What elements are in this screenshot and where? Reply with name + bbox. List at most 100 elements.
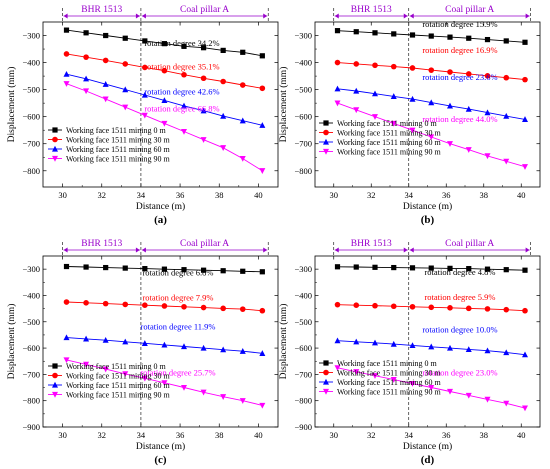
data-point xyxy=(484,266,491,272)
data-point xyxy=(181,102,187,109)
data-point xyxy=(484,109,491,116)
data-point xyxy=(200,304,207,311)
data-point xyxy=(63,357,70,364)
legend-label: Working face 1511 mining 90 m xyxy=(337,148,441,157)
data-point xyxy=(220,47,226,54)
data-point xyxy=(63,81,70,87)
data-point xyxy=(142,64,148,71)
data-point xyxy=(83,88,90,95)
series xyxy=(334,100,528,170)
x-tick-label: 38 xyxy=(480,190,489,200)
data-point xyxy=(409,303,416,310)
zone-label: Coal pillar A xyxy=(180,239,229,249)
data-point xyxy=(122,61,129,67)
zone-label: Coal pillar A xyxy=(445,5,494,15)
x-tick-label: 40 xyxy=(517,190,526,200)
data-point xyxy=(522,76,528,83)
zone-label-bg xyxy=(169,238,240,247)
x-tick-label: 36 xyxy=(442,190,451,200)
x-tick-label: 32 xyxy=(367,430,376,440)
data-point xyxy=(484,347,491,354)
data-point xyxy=(465,305,472,312)
data-point xyxy=(353,369,360,375)
data-point xyxy=(428,67,435,73)
data-point xyxy=(503,267,509,273)
zone-label: BHR 1513 xyxy=(81,239,122,249)
x-tick-label: 40 xyxy=(254,190,263,200)
y-tick-label: −800 xyxy=(294,166,312,176)
legend-marker xyxy=(52,381,58,388)
data-point xyxy=(334,264,341,270)
x-tick-label: 34 xyxy=(405,430,414,440)
data-point xyxy=(522,267,528,273)
data-point xyxy=(353,264,359,270)
data-point xyxy=(447,141,453,147)
zone-label: BHR 1513 xyxy=(351,5,392,15)
data-point xyxy=(428,134,435,141)
data-point xyxy=(161,41,168,47)
legend-label: Working face 1511 mining 60 m xyxy=(337,138,441,147)
legend-label: Working face 1511 mining 60 m xyxy=(337,378,441,387)
data-point xyxy=(259,85,266,92)
series xyxy=(334,28,528,45)
data-point xyxy=(200,107,207,114)
rotation-annotation: rotation degree 7.9% xyxy=(142,293,213,303)
rotation-annotation: rotation degree 23.6% xyxy=(422,72,497,82)
series xyxy=(63,71,266,128)
data-point xyxy=(334,59,341,66)
zone-arrowhead xyxy=(334,247,339,253)
series xyxy=(334,85,528,122)
data-point xyxy=(63,299,70,305)
data-point xyxy=(102,57,109,64)
series xyxy=(334,301,528,314)
data-point xyxy=(447,305,453,311)
data-point xyxy=(259,53,265,59)
data-point xyxy=(484,306,491,312)
legend-label: Working face 1511 mining 30 m xyxy=(337,129,441,138)
y-tick-label: −900 xyxy=(294,422,312,432)
data-point xyxy=(102,336,109,343)
legend-label: Working face 1511 mining 60 m xyxy=(66,145,170,154)
zone-label-bg xyxy=(169,4,240,13)
zone-label-bg xyxy=(348,238,394,247)
zone-arrowhead xyxy=(409,247,414,253)
zone-arrowhead xyxy=(141,13,146,19)
x-axis-label: Distance (m) xyxy=(136,201,185,212)
legend-label: Working face 1511 mining 30 m xyxy=(66,372,170,381)
data-point xyxy=(122,338,129,345)
data-point xyxy=(259,122,266,128)
data-point xyxy=(259,269,265,275)
x-tick-label: 36 xyxy=(176,190,185,200)
y-tick-label: −500 xyxy=(294,317,312,327)
zone-arrowhead xyxy=(403,247,408,253)
legend-marker xyxy=(52,136,58,143)
data-point xyxy=(220,346,227,353)
legend-marker xyxy=(323,148,329,155)
data-point xyxy=(466,35,472,41)
y-tick-label: −600 xyxy=(22,343,40,353)
data-point xyxy=(409,32,416,38)
y-tick-label: −400 xyxy=(294,58,312,68)
x-tick-label: 34 xyxy=(137,190,146,200)
data-point xyxy=(428,384,435,391)
data-point xyxy=(63,51,70,57)
y-tick-label: −900 xyxy=(22,422,40,432)
data-point xyxy=(522,116,528,122)
y-tick-label: −500 xyxy=(22,317,40,327)
rotation-annotation: rotation degree 23.0% xyxy=(422,368,497,378)
data-point xyxy=(353,338,360,345)
y-tick-label: −300 xyxy=(22,264,40,274)
y-tick-label: −700 xyxy=(22,369,40,379)
data-point xyxy=(63,334,70,341)
legend-marker xyxy=(323,138,329,145)
data-point xyxy=(161,303,168,309)
data-point xyxy=(372,62,378,69)
y-tick-label: −700 xyxy=(294,369,312,379)
x-tick-label: 32 xyxy=(98,190,107,200)
legend-label: Working face 1511 mining 60 m xyxy=(66,381,170,390)
data-point xyxy=(220,268,226,274)
data-point xyxy=(391,31,397,37)
data-point xyxy=(142,38,148,44)
data-point xyxy=(259,402,266,409)
